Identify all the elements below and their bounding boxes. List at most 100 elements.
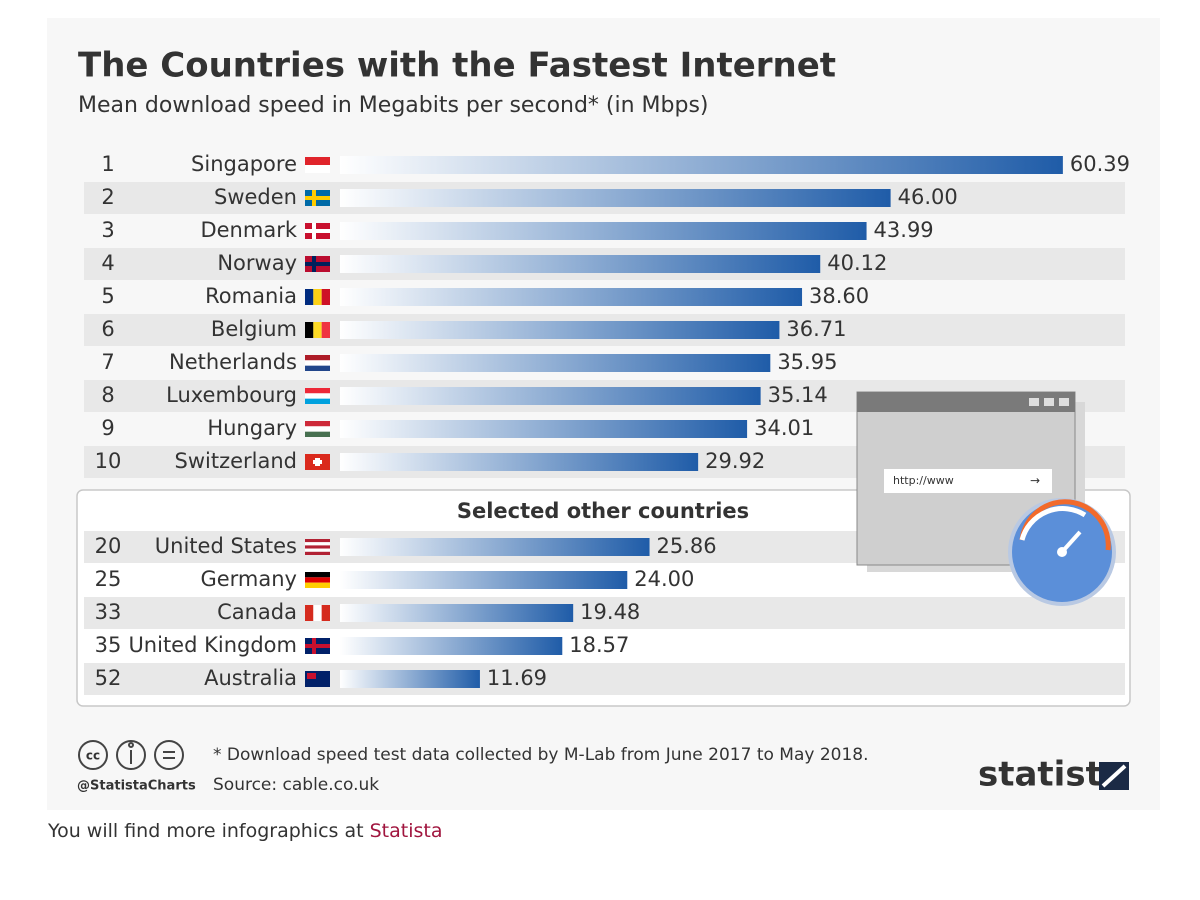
flag-part bbox=[305, 165, 330, 173]
bar bbox=[340, 321, 780, 339]
category-label: Switzerland bbox=[175, 449, 298, 473]
value-label: 11.69 bbox=[487, 666, 547, 690]
flag-part bbox=[305, 360, 330, 366]
flag bbox=[305, 289, 330, 305]
footer-text: You will find more infographics at Stati… bbox=[47, 820, 443, 842]
bar bbox=[340, 288, 803, 306]
rank: 1 bbox=[101, 152, 114, 176]
flag-part bbox=[321, 322, 330, 338]
bar bbox=[340, 670, 480, 688]
value-label: 18.57 bbox=[569, 633, 629, 657]
svg-text:→: → bbox=[1030, 474, 1040, 488]
flag-part bbox=[305, 388, 330, 394]
chart-subtitle: Mean download speed in Megabits per seco… bbox=[78, 93, 709, 118]
flag bbox=[305, 421, 330, 437]
chart-title: The Countries with the Fastest Internet bbox=[78, 46, 836, 86]
flag-part bbox=[305, 572, 330, 578]
url-text: http://www bbox=[893, 474, 954, 487]
flag-part bbox=[305, 322, 314, 338]
value-label: 29.92 bbox=[705, 449, 765, 473]
bar bbox=[340, 189, 891, 207]
category-label: Singapore bbox=[191, 152, 297, 176]
flag bbox=[305, 671, 330, 687]
bar bbox=[340, 222, 867, 240]
rank: 3 bbox=[101, 218, 114, 242]
flag bbox=[305, 539, 330, 555]
rank: 7 bbox=[101, 350, 114, 374]
bar bbox=[340, 420, 748, 438]
rank: 52 bbox=[95, 666, 122, 690]
flag-part bbox=[305, 355, 330, 361]
value-label: 19.48 bbox=[580, 600, 640, 624]
value-label: 24.00 bbox=[634, 567, 694, 591]
category-label: Belgium bbox=[211, 317, 297, 341]
flag-part bbox=[305, 421, 330, 427]
flag bbox=[305, 157, 330, 173]
cc-icons: cc bbox=[78, 740, 184, 770]
flag-part bbox=[321, 605, 330, 621]
flag-part bbox=[307, 673, 316, 679]
flag-part bbox=[305, 157, 330, 165]
flag-part bbox=[313, 289, 322, 305]
value-label: 40.12 bbox=[827, 251, 887, 275]
flag bbox=[305, 256, 330, 272]
footer-label: You will find more infographics at bbox=[47, 820, 364, 842]
flag bbox=[305, 638, 330, 654]
flag bbox=[305, 572, 330, 588]
flag-part bbox=[305, 196, 330, 200]
category-label: Sweden bbox=[214, 185, 297, 209]
flag-part bbox=[305, 582, 330, 588]
category-label: Romania bbox=[205, 284, 297, 308]
flag bbox=[305, 322, 330, 338]
flag-part bbox=[305, 551, 330, 555]
category-label: Norway bbox=[217, 251, 297, 275]
category-label: United Kingdom bbox=[128, 633, 297, 657]
rank: 6 bbox=[101, 317, 114, 341]
rank: 35 bbox=[95, 633, 122, 657]
rank: 2 bbox=[101, 185, 114, 209]
footnote: * Download speed test data collected by … bbox=[213, 745, 869, 765]
footer-link[interactable]: Statista bbox=[370, 820, 443, 842]
value-label: 46.00 bbox=[898, 185, 958, 209]
bar bbox=[340, 354, 771, 372]
flag bbox=[305, 388, 330, 404]
group-title: Selected other countries bbox=[457, 499, 749, 523]
svg-text:cc: cc bbox=[86, 749, 100, 763]
flag-part bbox=[305, 542, 330, 546]
flag-part bbox=[305, 644, 330, 648]
flag-part bbox=[305, 577, 330, 583]
flag bbox=[305, 223, 330, 239]
value-label: 36.71 bbox=[786, 317, 846, 341]
rank: 25 bbox=[95, 567, 122, 591]
flag-part bbox=[305, 545, 330, 549]
value-label: 60.39 bbox=[1070, 152, 1130, 176]
rank: 33 bbox=[95, 600, 122, 624]
credit: @StatistaCharts bbox=[77, 779, 196, 794]
flag-part bbox=[305, 393, 330, 399]
flag-part bbox=[305, 605, 314, 621]
flag-part bbox=[305, 548, 330, 552]
rows: 1 Singapore 60.39 2 Sweden 46.00 3 Denmark 43.99… bbox=[84, 152, 1130, 695]
rank: 5 bbox=[101, 284, 114, 308]
category-label: Luxembourg bbox=[166, 383, 297, 407]
category-label: Hungary bbox=[207, 416, 297, 440]
flag-part bbox=[305, 229, 330, 233]
flag-part bbox=[313, 605, 322, 621]
category-label: Australia bbox=[204, 666, 297, 690]
flag-part bbox=[321, 289, 330, 305]
value-label: 25.86 bbox=[657, 534, 717, 558]
bar bbox=[340, 538, 650, 556]
row-band bbox=[84, 663, 1125, 695]
row-band bbox=[84, 597, 1125, 629]
source: Source: cable.co.uk bbox=[213, 775, 379, 795]
value-label: 38.60 bbox=[809, 284, 869, 308]
flag-part bbox=[305, 426, 330, 432]
flag bbox=[305, 355, 330, 371]
bar bbox=[340, 255, 821, 273]
flag-part bbox=[305, 289, 314, 305]
logo-mark-slash bbox=[1101, 764, 1127, 788]
category-label: Denmark bbox=[200, 218, 297, 242]
flag bbox=[305, 190, 330, 206]
